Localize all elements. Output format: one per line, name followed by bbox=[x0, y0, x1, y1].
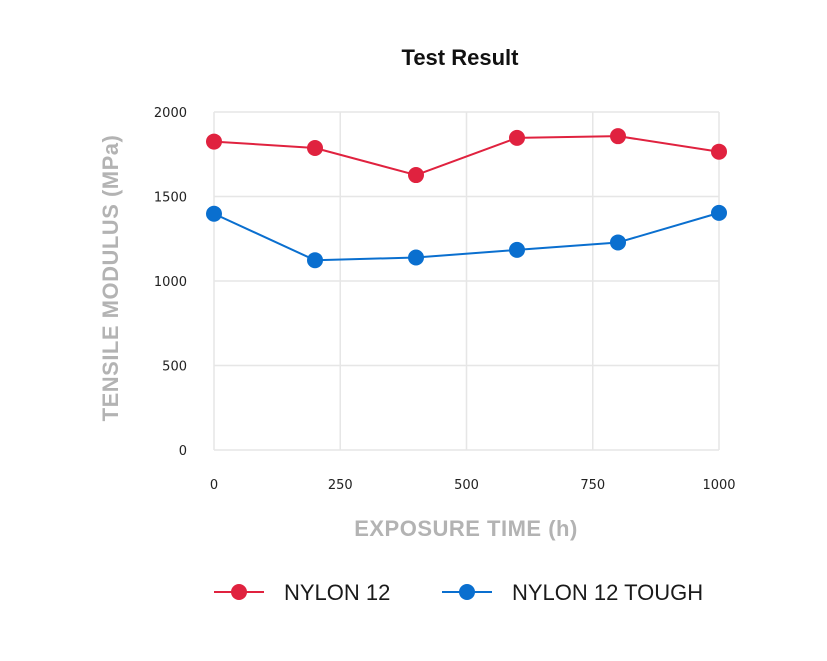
y-axis-ticks: 0 500 1000 1500 2000 bbox=[154, 106, 187, 459]
x-axis-label: EXPOSURE TIME (h) bbox=[354, 516, 578, 541]
legend: NYLON 12 NYLON 12 TOUGH bbox=[214, 580, 703, 605]
legend-label: NYLON 12 bbox=[284, 580, 390, 605]
series-1 bbox=[206, 128, 727, 184]
legend-item: NYLON 12 bbox=[214, 580, 390, 605]
series-line bbox=[213, 135, 720, 177]
x-axis-ticks: 0 250 500 750 1000 bbox=[210, 478, 736, 493]
y-tick-label: 2000 bbox=[154, 106, 187, 121]
legend-label: NYLON 12 TOUGH bbox=[512, 580, 703, 605]
y-axis-label: TENSILE MODULUS (MPa) bbox=[98, 135, 123, 422]
data-point bbox=[509, 241, 525, 258]
x-tick-label: 0 bbox=[210, 478, 218, 493]
x-tick-label: 500 bbox=[454, 478, 479, 493]
data-point bbox=[307, 252, 323, 269]
x-tick-label: 750 bbox=[580, 478, 605, 493]
x-tick-label: 1000 bbox=[702, 478, 735, 493]
data-point bbox=[610, 128, 626, 145]
chart-title: Test Result bbox=[402, 45, 520, 70]
y-tick-label: 0 bbox=[179, 444, 187, 459]
data-point bbox=[711, 143, 727, 160]
legend-item: NYLON 12 TOUGH bbox=[442, 580, 703, 605]
data-point bbox=[206, 205, 222, 222]
series-group bbox=[206, 128, 727, 269]
data-point bbox=[408, 249, 424, 266]
series-2 bbox=[206, 204, 727, 269]
data-point bbox=[408, 167, 424, 184]
x-tick-label: 250 bbox=[328, 478, 353, 493]
legend-marker bbox=[231, 584, 247, 600]
y-tick-label: 500 bbox=[162, 360, 187, 375]
data-point bbox=[610, 234, 626, 251]
gridlines bbox=[213, 111, 720, 451]
data-point bbox=[509, 129, 525, 146]
data-point bbox=[307, 139, 323, 156]
y-tick-label: 1500 bbox=[154, 191, 187, 206]
data-point bbox=[711, 204, 727, 221]
legend-marker bbox=[459, 584, 475, 600]
data-point bbox=[206, 133, 222, 150]
series-line bbox=[213, 211, 720, 262]
y-tick-label: 1000 bbox=[154, 275, 187, 290]
